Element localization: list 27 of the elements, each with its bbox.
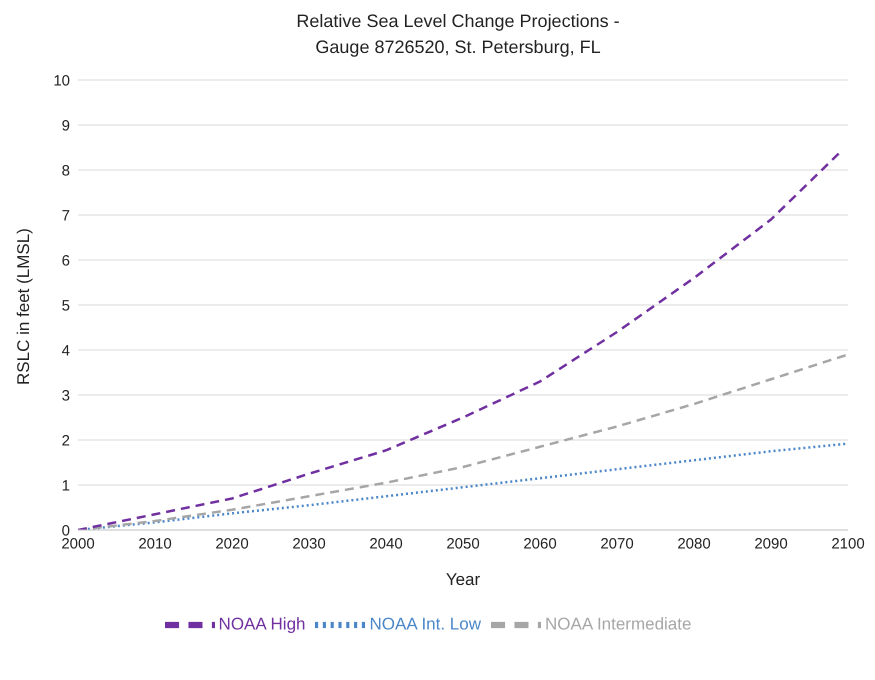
- x-tick-label: 2100: [831, 536, 865, 553]
- y-axis-title: RSLC in feet (LMSL): [14, 228, 34, 385]
- x-tick-label: 2090: [754, 536, 788, 553]
- chart-title: Relative Sea Level Change Projections - Gauge 8726520, St. Petersburg, FL: [295, 10, 621, 59]
- y-tick-label: 10: [53, 72, 70, 90]
- y-tick-label: 8: [62, 162, 70, 180]
- x-tick-label: 2030: [292, 536, 326, 553]
- x-axis-title: Year: [446, 570, 481, 589]
- y-tick-label: 7: [62, 207, 70, 224]
- x-tick-label: 2070: [600, 536, 634, 553]
- legend-label: NOAA Int. Low: [369, 614, 481, 634]
- y-tick-label: 1: [62, 477, 70, 494]
- x-tick-label: 2050: [446, 536, 480, 553]
- x-tick-label: 2010: [138, 536, 172, 553]
- legend-label: NOAA Intermediate: [544, 614, 692, 634]
- x-tick-label: 2060: [523, 536, 557, 553]
- y-tick-label: 5: [62, 297, 70, 314]
- y-tick-label: 4: [62, 342, 70, 360]
- line-series: [78, 150, 842, 530]
- x-tick-label: 2020: [215, 536, 249, 553]
- legend-label: NOAA High: [218, 614, 306, 634]
- x-tick-label: 2080: [677, 536, 711, 553]
- y-tick-label: 3: [62, 387, 70, 404]
- y-tick-label: 6: [62, 252, 70, 270]
- y-tick-label: 2: [62, 432, 70, 450]
- x-tick-label: 2040: [369, 536, 403, 553]
- y-tick-label: 9: [62, 117, 70, 134]
